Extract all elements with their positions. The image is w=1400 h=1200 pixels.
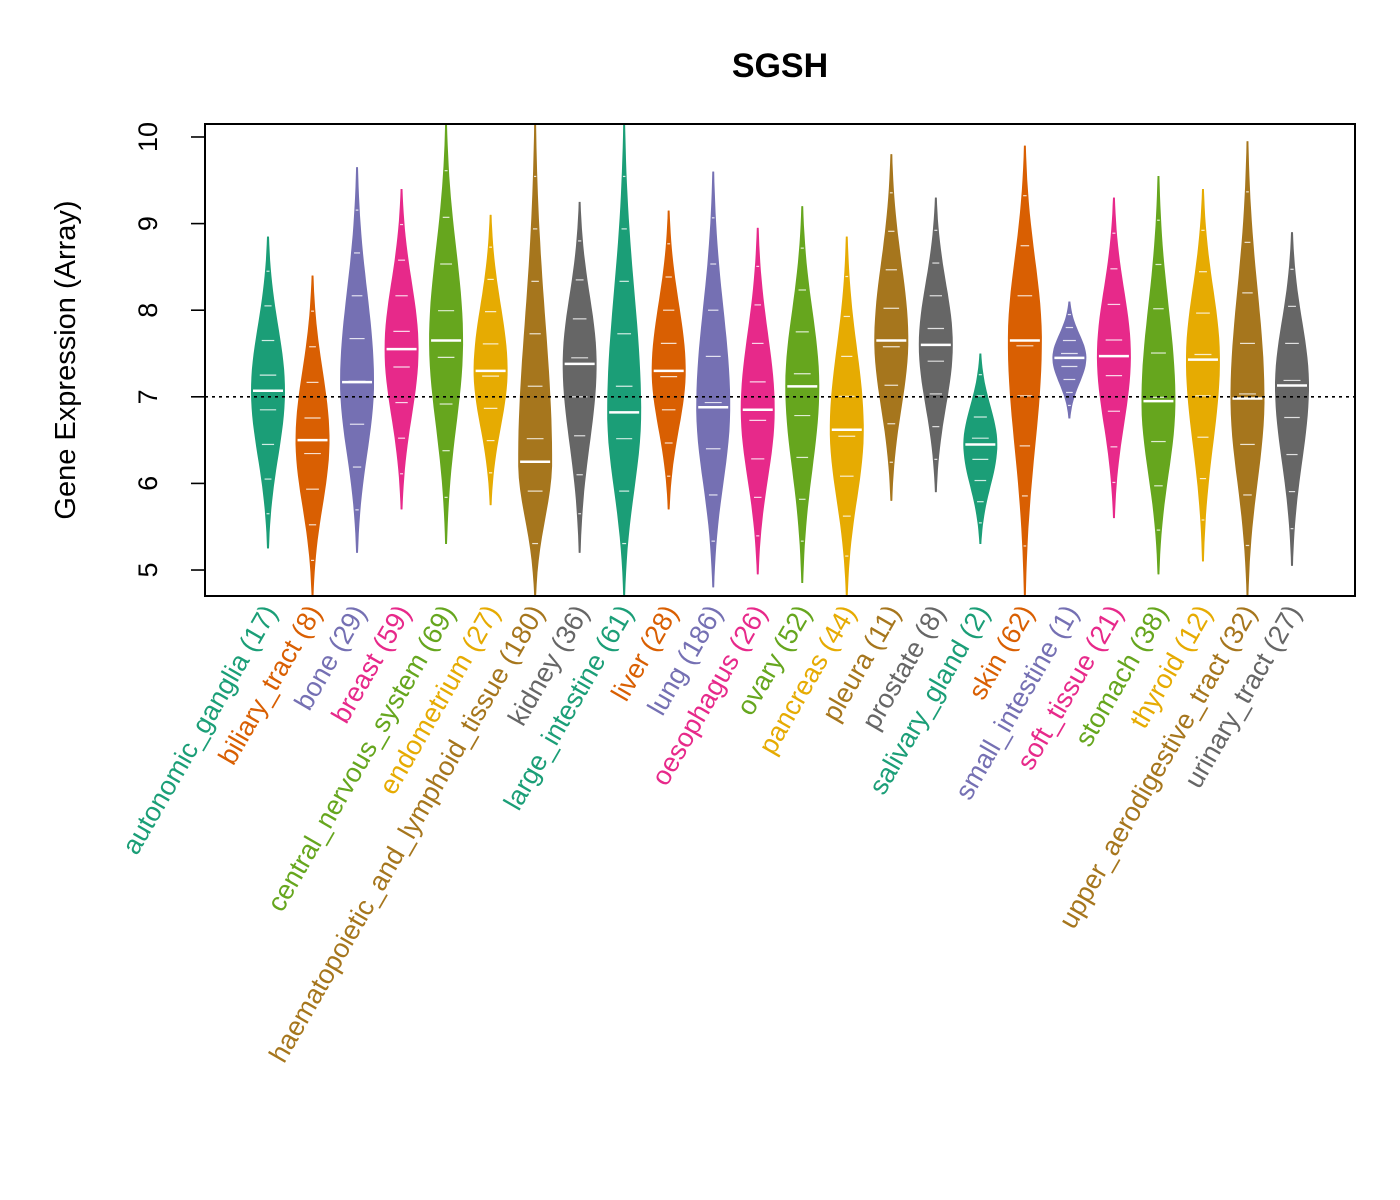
- violin-body: [1007, 145, 1042, 596]
- violin-body: [651, 210, 686, 510]
- violin-prostate: [918, 197, 953, 493]
- violin-body: [874, 154, 909, 501]
- violin-urinary_tract: [1275, 232, 1309, 566]
- y-tick-label: 5: [133, 563, 163, 578]
- violin-stomach: [1141, 175, 1176, 575]
- y-tick-label: 9: [133, 216, 163, 231]
- violin-body: [562, 201, 597, 553]
- violin-small_intestine: [1052, 301, 1087, 419]
- violin-body: [1052, 301, 1087, 419]
- violin-body: [1141, 176, 1176, 575]
- violin-thyroid: [1186, 188, 1220, 562]
- x-axis-labels: autonomic_ganglia (17)biliary_tract (8)b…: [116, 600, 1307, 1067]
- violin-salivary_gland: [963, 353, 998, 545]
- violin-haematopoietic_and_lymphoid_tissue: [518, 124, 553, 596]
- violin-body: [1230, 141, 1265, 597]
- violin-body: [295, 275, 330, 596]
- violin-body: [740, 227, 775, 575]
- violin-pleura: [874, 154, 909, 501]
- y-axis-label: Gene Expression (Array): [50, 200, 82, 519]
- violin-endometrium: [473, 214, 508, 506]
- y-tick-label: 10: [133, 122, 163, 152]
- violin-ovary: [785, 206, 820, 584]
- violin-body: [785, 206, 820, 584]
- violin-liver: [651, 210, 686, 510]
- violin-large_intestine: [607, 124, 642, 596]
- violin-body: [607, 124, 642, 596]
- y-axis: 5 6 7 8 9 10: [133, 122, 205, 578]
- violin-oesophagus: [740, 227, 775, 575]
- violin-body: [1096, 197, 1131, 519]
- violin-bone: [340, 167, 374, 553]
- violin-body: [251, 236, 285, 549]
- violin-body: [473, 214, 508, 506]
- violin-body: [429, 124, 464, 544]
- violin-soft_tissue: [1096, 197, 1131, 519]
- violin-upper_aerodigestive_tract: [1230, 141, 1265, 597]
- violin-central_nervous_system: [429, 124, 464, 545]
- y-tick-label: 7: [133, 389, 163, 404]
- violin-body: [829, 236, 864, 596]
- y-tick-label: 8: [133, 303, 163, 318]
- violin-breast: [384, 188, 419, 510]
- violin-body: [696, 171, 731, 588]
- y-tick-label: 6: [133, 476, 163, 491]
- violin-pancreas: [829, 236, 864, 596]
- plot-frame: [204, 123, 1356, 597]
- violin-kidney: [562, 201, 597, 553]
- chart-title: SGSH: [732, 47, 828, 85]
- violin-body: [518, 124, 553, 596]
- violin-body: [963, 353, 998, 544]
- violin-series: [251, 124, 1309, 597]
- violin-skin: [1007, 145, 1042, 596]
- violin-autonomic_ganglia: [251, 236, 285, 549]
- violin-biliary_tract: [295, 275, 330, 596]
- violin-body: [1275, 232, 1309, 566]
- violin-body: [340, 167, 374, 553]
- violin-lung: [696, 171, 731, 588]
- violin-body: [1186, 189, 1220, 562]
